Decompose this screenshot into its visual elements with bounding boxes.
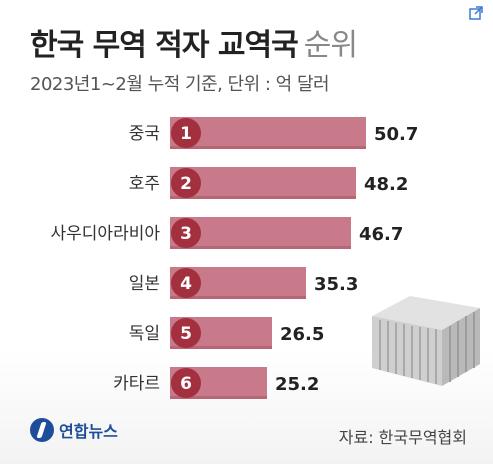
bar-shadow — [170, 246, 351, 249]
title-suffix: 순위 — [303, 28, 358, 63]
rank-badge — [171, 218, 201, 248]
category-label: 일본 — [129, 274, 160, 294]
subtitle: 2023년1~2월 누적 기준, 단위 : 억 달러 — [30, 74, 330, 95]
rank-number: 5 — [180, 324, 192, 344]
bar-shadow — [170, 396, 267, 399]
category-label: 호주 — [129, 174, 160, 194]
rank-badge — [171, 118, 201, 148]
value-label: 35.3 — [314, 274, 358, 295]
logo-text: 연합뉴스 — [59, 422, 118, 441]
category-label: 중국 — [129, 124, 160, 144]
rank-badge — [171, 368, 201, 398]
category-label: 독일 — [129, 324, 160, 344]
bar-shadow — [170, 296, 306, 299]
yonhap-logo: 연합뉴스 — [30, 418, 118, 442]
rank-badge — [171, 318, 201, 348]
value-label: 48.2 — [364, 174, 408, 195]
rank-badge — [171, 168, 201, 198]
value-label: 25.2 — [275, 374, 319, 395]
rank-number: 2 — [180, 174, 192, 194]
rank-number: 1 — [180, 124, 192, 144]
rank-number: 3 — [180, 224, 192, 244]
value-label: 26.5 — [280, 324, 324, 345]
bar-shadow — [170, 196, 356, 199]
bar-row: 독일 5 26.5 — [129, 317, 324, 349]
value-label: 50.7 — [374, 124, 418, 145]
rank-number: 6 — [180, 374, 192, 394]
category-label: 카타르 — [113, 374, 160, 394]
rank-number: 4 — [180, 274, 192, 294]
external-link-icon[interactable] — [466, 6, 486, 26]
page-title: 한국 무역 적자 교역국 순위 — [30, 20, 358, 64]
shipping-container-icon — [372, 296, 480, 386]
title-main: 한국 무역 적자 교역국 — [30, 28, 299, 63]
bar-shadow — [170, 146, 366, 149]
source-credit: 자료: 한국무역협회 — [338, 428, 467, 447]
bar-row: 일본 4 35.3 — [129, 267, 358, 299]
bar-row: 호주 2 48.2 — [129, 167, 408, 199]
bar-row: 중국 1 50.7 — [129, 117, 418, 149]
value-label: 46.7 — [359, 224, 403, 245]
bar — [170, 117, 366, 149]
external-link-glyph — [469, 6, 483, 20]
bar-row: 카타르 6 25.2 — [113, 367, 319, 399]
bar-row: 사우디아라비아 3 46.7 — [51, 217, 403, 249]
yonhap-logo-icon — [30, 418, 54, 442]
bar-shadow — [170, 346, 272, 349]
rank-badge — [171, 268, 201, 298]
category-label: 사우디아라비아 — [51, 224, 161, 244]
